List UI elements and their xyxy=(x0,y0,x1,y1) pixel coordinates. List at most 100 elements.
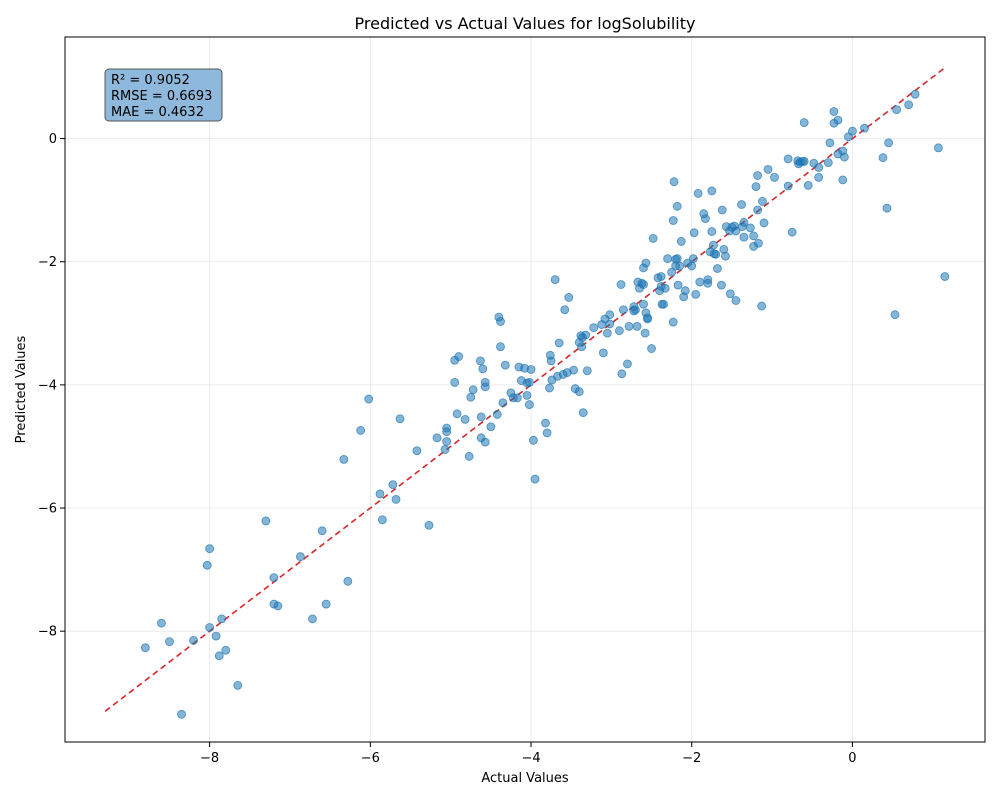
data-point xyxy=(529,435,538,445)
data-point xyxy=(157,618,166,628)
data-point xyxy=(904,100,914,110)
data-point xyxy=(631,305,640,315)
data-point xyxy=(617,369,627,379)
reference-line-layer xyxy=(104,67,946,712)
data-point xyxy=(688,254,698,264)
data-point xyxy=(545,383,554,393)
y-tick-label: 0 xyxy=(49,132,57,147)
data-point xyxy=(480,437,490,447)
data-point xyxy=(632,321,642,331)
data-point xyxy=(273,601,283,611)
data-point xyxy=(882,203,892,213)
x-tick-label: −2 xyxy=(682,751,701,766)
data-point xyxy=(550,275,560,284)
data-point xyxy=(707,186,717,196)
data-point xyxy=(910,89,920,99)
data-point xyxy=(616,280,626,289)
data-point xyxy=(569,365,579,375)
data-point xyxy=(737,200,746,209)
data-point xyxy=(848,126,857,136)
data-point xyxy=(731,226,741,236)
data-point xyxy=(667,267,677,277)
data-point xyxy=(296,552,305,562)
data-point xyxy=(814,163,824,172)
data-point xyxy=(582,366,592,376)
data-point xyxy=(476,356,485,366)
data-point xyxy=(725,289,735,299)
data-point xyxy=(496,317,505,326)
data-point xyxy=(440,445,450,454)
data-point xyxy=(695,277,705,287)
data-point xyxy=(577,342,587,352)
data-point xyxy=(691,289,701,299)
data-point xyxy=(749,231,758,241)
data-point xyxy=(321,599,331,609)
reference-line xyxy=(104,67,946,712)
data-point xyxy=(641,258,651,268)
data-point xyxy=(884,138,893,148)
x-tick-label: −6 xyxy=(361,751,380,766)
data-point xyxy=(412,446,422,456)
data-point xyxy=(391,495,401,504)
data-point xyxy=(940,272,950,281)
data-point xyxy=(757,301,767,311)
data-point xyxy=(673,280,683,290)
data-point xyxy=(442,437,452,446)
y-tick-label: −2 xyxy=(38,255,57,270)
data-point xyxy=(700,214,710,224)
data-point xyxy=(541,418,550,428)
data-points xyxy=(140,89,950,719)
chart-title: Predicted vs Actual Values for logSolubi… xyxy=(355,14,696,33)
y-tick-label: −8 xyxy=(38,625,57,640)
data-point xyxy=(689,228,699,238)
data-point xyxy=(709,240,718,250)
data-point xyxy=(478,364,488,374)
data-point xyxy=(564,293,574,302)
data-point xyxy=(717,280,726,290)
data-point xyxy=(500,360,510,370)
data-point xyxy=(450,378,460,387)
data-point xyxy=(464,451,474,461)
data-point xyxy=(619,305,628,315)
stats-box-background xyxy=(104,68,223,122)
data-point xyxy=(454,352,464,361)
data-point xyxy=(643,313,652,323)
data-point xyxy=(659,299,669,309)
data-point xyxy=(165,637,174,647)
data-point xyxy=(496,342,505,352)
data-point xyxy=(177,709,186,719)
data-point xyxy=(783,181,793,191)
data-point xyxy=(703,275,713,284)
data-point xyxy=(745,223,755,233)
data-point xyxy=(432,433,442,443)
data-point xyxy=(648,233,658,243)
data-point xyxy=(758,196,767,206)
x-tick-label: 0 xyxy=(848,751,856,766)
data-point xyxy=(933,143,943,153)
data-point xyxy=(770,172,779,182)
data-point xyxy=(739,217,749,227)
data-point xyxy=(492,410,502,419)
data-point xyxy=(676,237,686,246)
data-point xyxy=(860,123,869,133)
data-point xyxy=(640,328,650,338)
data-point xyxy=(581,330,591,340)
data-point xyxy=(647,344,656,353)
data-point xyxy=(672,254,682,264)
x-tick-label: −8 xyxy=(200,751,219,766)
data-point xyxy=(388,480,398,490)
data-point xyxy=(525,400,534,409)
data-point xyxy=(442,423,452,433)
data-point xyxy=(623,359,632,369)
data-point xyxy=(680,286,690,296)
data-point xyxy=(799,118,809,127)
data-point xyxy=(589,323,599,333)
data-point xyxy=(554,338,564,348)
data-point xyxy=(615,326,624,336)
x-axis-ticks: −8 −6 −4 −2 0 xyxy=(200,742,857,766)
data-point xyxy=(759,218,769,228)
data-point xyxy=(211,631,221,641)
data-point xyxy=(221,645,231,655)
data-point xyxy=(542,428,552,438)
